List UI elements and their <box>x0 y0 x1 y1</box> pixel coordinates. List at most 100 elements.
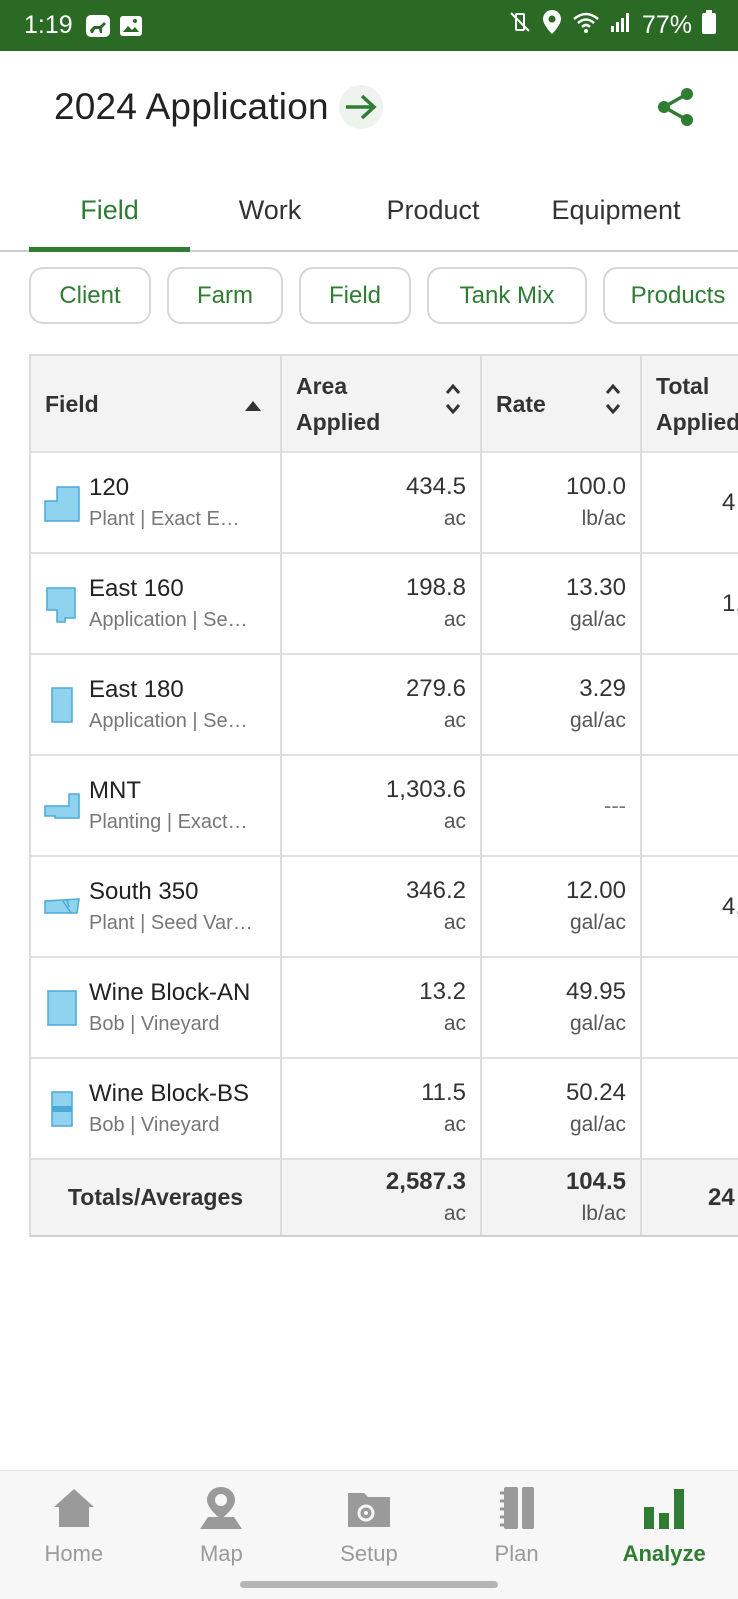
rate-unit: gal/ac <box>569 910 626 934</box>
rate-unit: gal/ac <box>569 708 626 732</box>
field-subtitle: Planting | Exact… <box>89 810 248 833</box>
field-name: Wine Block-AN <box>89 978 251 1006</box>
column-header-field[interactable]: Field <box>31 356 282 451</box>
field-boundary-icon <box>43 885 81 929</box>
area-value: 1,303.6 <box>385 775 466 803</box>
table-row[interactable]: MNT Planting | Exact… 1,303.6 ac --- <box>29 756 738 857</box>
rate-value: 100.0 <box>565 472 626 500</box>
mute-vibrate-icon <box>508 10 532 41</box>
area-unit: ac <box>443 506 466 530</box>
field-subtitle: Bob | Vineyard <box>89 1113 220 1136</box>
chip-tank-mix[interactable]: Tank Mix <box>427 267 587 324</box>
chip-farm[interactable]: Farm <box>167 267 283 324</box>
area-unit: ac <box>443 809 466 833</box>
sort-icon[interactable] <box>604 381 622 427</box>
rate-value: 50.24 <box>565 1078 626 1106</box>
field-name: MNT <box>89 776 141 804</box>
totals-row: Totals/Averages 2,587.3 ac 104.5 lb/ac 24 <box>29 1160 738 1237</box>
status-time: 1:19 <box>24 11 73 39</box>
average-rate-unit: lb/ac <box>581 1201 626 1225</box>
field-boundary-icon <box>43 582 81 626</box>
table-row[interactable]: Wine Block-BS Bob | Vineyard 11.5 ac 50.2… <box>29 1059 738 1160</box>
table-row[interactable]: South 350 Plant | Seed Var… 346.2 ac 12.0… <box>29 857 738 958</box>
nav-plan[interactable]: Plan <box>443 1471 591 1599</box>
field-name: East 180 <box>89 675 184 703</box>
area-value: 11.5 <box>421 1078 466 1106</box>
table-row[interactable]: Wine Block-AN Bob | Vineyard 13.2 ac 49.9… <box>29 958 738 1059</box>
app-header: 2024 Application <box>0 51 738 163</box>
plan-notebook-icon <box>494 1485 540 1537</box>
total-value: 4 <box>722 488 736 516</box>
filter-chips: Client Farm Field Tank Mix Products <box>29 267 738 325</box>
signal-icon <box>610 11 632 40</box>
area-value: 279.6 <box>405 674 466 702</box>
tab-field[interactable]: Field <box>29 170 190 252</box>
field-table: Field Area Applied Rate Total Applied <box>29 354 738 1237</box>
sort-ascending-icon[interactable] <box>244 386 262 422</box>
column-header-area-applied[interactable]: Area Applied <box>282 356 482 451</box>
area-value: 434.5 <box>405 472 466 500</box>
total-area-value: 2,587.3 <box>385 1167 466 1195</box>
field-boundary-icon <box>43 986 81 1030</box>
field-subtitle: Bob | Vineyard <box>89 1012 220 1035</box>
area-unit: ac <box>443 607 466 631</box>
totals-label: Totals/Averages <box>31 1160 282 1235</box>
battery-percent: 77% <box>641 11 692 39</box>
tab-bar: Field Work Product Equipment <box>0 170 738 252</box>
area-unit: ac <box>443 1112 466 1136</box>
page-title: 2024 Application <box>54 86 329 127</box>
arrow-right-icon[interactable] <box>338 85 383 129</box>
share-icon[interactable] <box>656 87 696 127</box>
table-row[interactable]: East 180 Application | Se… 279.6 ac 3.29 g… <box>29 655 738 756</box>
analyze-bars-icon <box>641 1485 687 1537</box>
table-row[interactable]: 120 Plant | Exact E… 434.5 ac 100.0 lb/ac … <box>29 453 738 554</box>
rate-unit: lb/ac <box>581 506 626 530</box>
field-name: South 350 <box>89 877 199 905</box>
rate-unit: gal/ac <box>569 607 626 631</box>
field-subtitle: Plant | Seed Var… <box>89 911 253 934</box>
sort-icon[interactable] <box>444 381 462 427</box>
nav-map[interactable]: Map <box>148 1471 296 1599</box>
field-subtitle: Plant | Exact E… <box>89 507 240 530</box>
rate-unit: gal/ac <box>569 1112 626 1136</box>
area-unit: ac <box>443 1011 466 1035</box>
field-name: 120 <box>89 473 130 501</box>
wifi-icon <box>572 11 600 40</box>
field-name: East 160 <box>89 574 184 602</box>
area-unit: ac <box>443 910 466 934</box>
rate-value: 12.00 <box>565 876 626 904</box>
chip-client[interactable]: Client <box>29 267 151 324</box>
status-bar: 1:19 77% <box>0 0 738 51</box>
nav-setup[interactable]: Setup <box>295 1471 443 1599</box>
rate-value: --- <box>604 792 626 818</box>
tab-equipment[interactable]: Equipment <box>551 194 681 225</box>
chip-field[interactable]: Field <box>299 267 411 324</box>
column-header-total-applied[interactable]: Total Applied <box>656 372 738 435</box>
column-header-rate[interactable]: Rate <box>482 356 642 451</box>
deer-icon <box>85 14 111 38</box>
table-row[interactable]: East 160 Application | Se… 198.8 ac 13.30… <box>29 554 738 655</box>
image-icon <box>119 15 143 37</box>
nav-analyze[interactable]: Analyze <box>590 1471 738 1599</box>
tab-product[interactable]: Product <box>386 194 480 225</box>
field-boundary-icon <box>43 481 81 525</box>
rate-value: 3.29 <box>579 674 626 702</box>
field-boundary-icon <box>43 784 81 828</box>
map-pin-icon <box>198 1485 244 1537</box>
area-unit: ac <box>443 708 466 732</box>
field-boundary-icon <box>43 683 81 727</box>
field-boundary-icon <box>43 1087 81 1131</box>
home-icon <box>51 1485 97 1537</box>
total-value: 4, <box>722 892 738 920</box>
area-value: 13.2 <box>419 977 466 1005</box>
area-value: 198.8 <box>405 573 466 601</box>
field-name: Wine Block-BS <box>89 1079 250 1107</box>
tab-work[interactable]: Work <box>238 194 302 225</box>
total-value: 1, <box>722 589 738 617</box>
average-rate-value: 104.5 <box>565 1167 626 1195</box>
rate-unit: gal/ac <box>569 1011 626 1035</box>
home-indicator[interactable] <box>240 1581 498 1588</box>
field-subtitle: Application | Se… <box>89 608 248 631</box>
chip-products[interactable]: Products <box>603 267 738 324</box>
nav-home[interactable]: Home <box>0 1471 148 1599</box>
